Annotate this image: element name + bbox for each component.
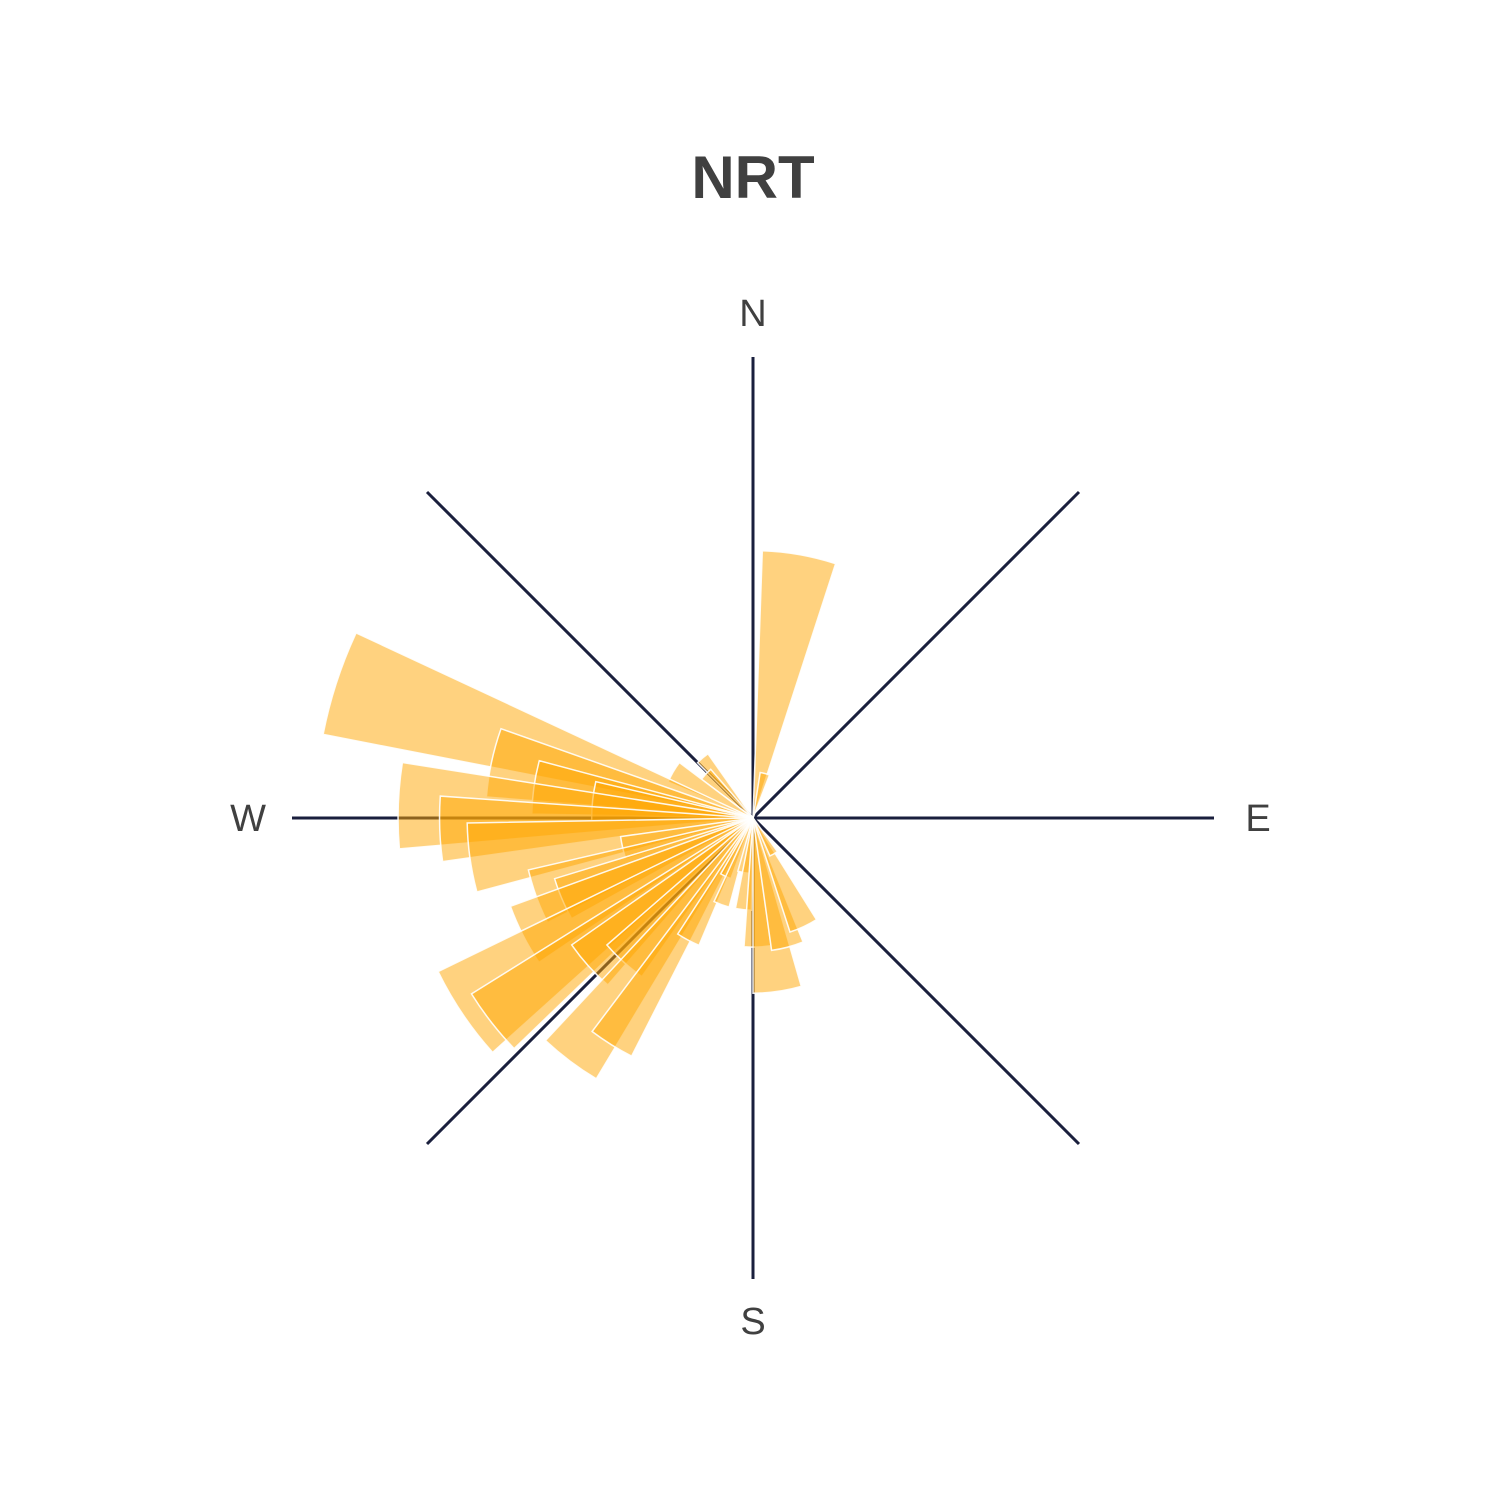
label-north: N [739, 293, 766, 335]
label-west: W [230, 798, 266, 840]
wind-wedge-22 [591, 817, 754, 1058]
wind-wedge-6 [322, 631, 754, 819]
label-east: E [1245, 798, 1270, 840]
wind-wedge-1 [752, 550, 837, 819]
wind-wedge-21 [544, 817, 754, 1080]
wind-wedge-25 [713, 817, 754, 909]
chart-title: NRT [691, 144, 814, 211]
wind-wedges [322, 550, 837, 1080]
wind-wedge-2 [752, 771, 771, 819]
wind-wedge-32 [752, 817, 779, 857]
label-south: S [740, 1301, 765, 1343]
